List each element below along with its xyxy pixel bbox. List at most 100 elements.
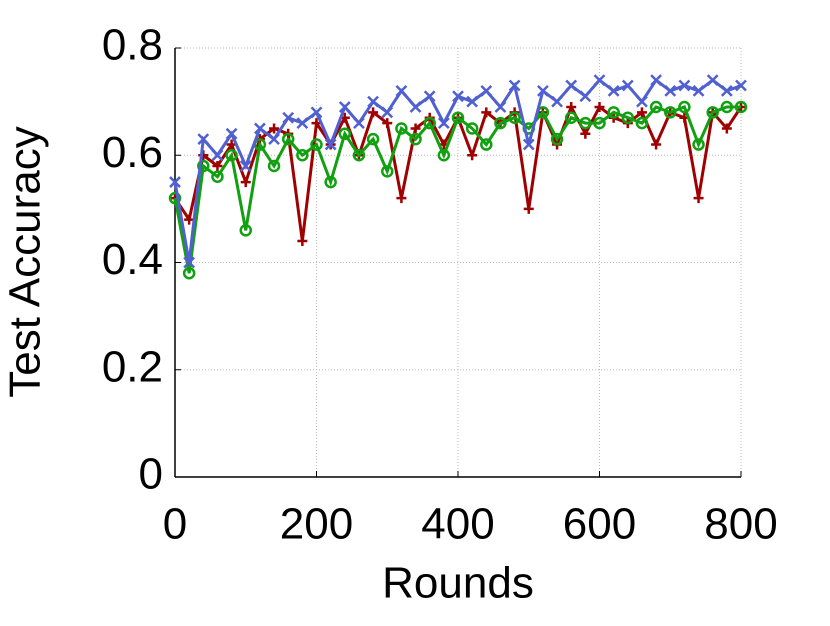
marker: [269, 123, 280, 134]
marker: [494, 101, 507, 113]
marker: [211, 170, 224, 183]
marker: [693, 193, 704, 204]
marker: [692, 138, 705, 151]
marker: [410, 123, 421, 134]
x-axis-label: Rounds: [382, 559, 534, 608]
marker: [437, 149, 451, 162]
marker: [254, 122, 266, 135]
marker: [678, 100, 691, 114]
marker: [268, 133, 280, 146]
marker: [409, 101, 422, 113]
marker: [579, 116, 592, 130]
marker: [423, 90, 436, 103]
marker: [550, 132, 564, 146]
marker: [183, 256, 196, 269]
marker: [296, 117, 309, 129]
marker: [607, 106, 620, 119]
marker: [566, 101, 577, 112]
marker: [522, 138, 535, 151]
marker: [324, 175, 337, 189]
marker: [594, 101, 605, 112]
marker: [282, 111, 295, 124]
marker: [480, 138, 493, 151]
marker: [324, 138, 337, 151]
marker: [197, 133, 210, 146]
marker: [720, 85, 733, 97]
marker: [523, 203, 534, 214]
marker: [423, 116, 436, 130]
marker: [381, 165, 394, 178]
marker: [508, 79, 521, 92]
marker: [551, 95, 563, 108]
marker: [480, 85, 493, 97]
marker: [508, 111, 521, 124]
marker: [381, 106, 394, 119]
marker: [721, 123, 732, 134]
marker: [211, 149, 224, 162]
marker: [225, 149, 238, 162]
marker: [212, 160, 223, 171]
marker: [735, 79, 747, 92]
marker: [169, 176, 181, 188]
marker: [467, 150, 478, 161]
marker: [621, 111, 635, 124]
marker: [338, 127, 352, 141]
marker: [353, 117, 365, 129]
marker: [409, 132, 422, 146]
marker: [706, 106, 719, 119]
marker: [466, 95, 479, 108]
marker: [297, 236, 308, 247]
marker: [720, 100, 734, 114]
marker: [239, 224, 252, 237]
marker: [481, 107, 492, 118]
x-tick-label: 600: [563, 500, 636, 549]
marker: [367, 95, 379, 108]
marker: [310, 106, 323, 119]
marker: [664, 85, 677, 97]
marker: [649, 100, 663, 114]
marker: [635, 116, 649, 130]
marker: [310, 138, 323, 151]
marker: [281, 132, 295, 146]
marker: [579, 90, 592, 103]
marker: [678, 79, 691, 92]
marker: [593, 74, 606, 87]
marker: [494, 116, 507, 130]
marker: [168, 191, 182, 205]
marker: [452, 90, 464, 103]
marker: [465, 122, 479, 135]
marker: [366, 132, 380, 146]
marker: [368, 107, 379, 118]
marker: [451, 111, 465, 124]
y-tick-label: 0.2: [102, 342, 163, 391]
marker: [184, 214, 195, 225]
x-tick-label: 0: [163, 500, 187, 549]
marker: [395, 122, 408, 135]
marker: [437, 117, 450, 129]
marker: [692, 85, 705, 97]
marker: [651, 139, 662, 150]
y-tick-label: 0.4: [102, 235, 163, 284]
marker: [593, 116, 606, 130]
marker: [338, 101, 351, 113]
marker: [650, 74, 662, 87]
marker: [636, 107, 647, 118]
marker: [182, 266, 196, 280]
marker: [239, 160, 252, 172]
marker: [564, 111, 578, 124]
marker: [565, 79, 578, 92]
marker: [734, 100, 748, 114]
marker: [664, 106, 677, 119]
y-axis-label: Test Accuracy: [1, 126, 50, 397]
marker: [296, 149, 309, 162]
x-tick-label: 200: [280, 500, 353, 549]
marker: [607, 85, 620, 97]
y-tick-label: 0.8: [102, 21, 163, 70]
x-tick-label: 800: [704, 500, 777, 549]
x-tick-label: 400: [421, 500, 494, 549]
marker: [396, 193, 407, 204]
marker: [240, 177, 251, 188]
marker: [395, 85, 408, 97]
